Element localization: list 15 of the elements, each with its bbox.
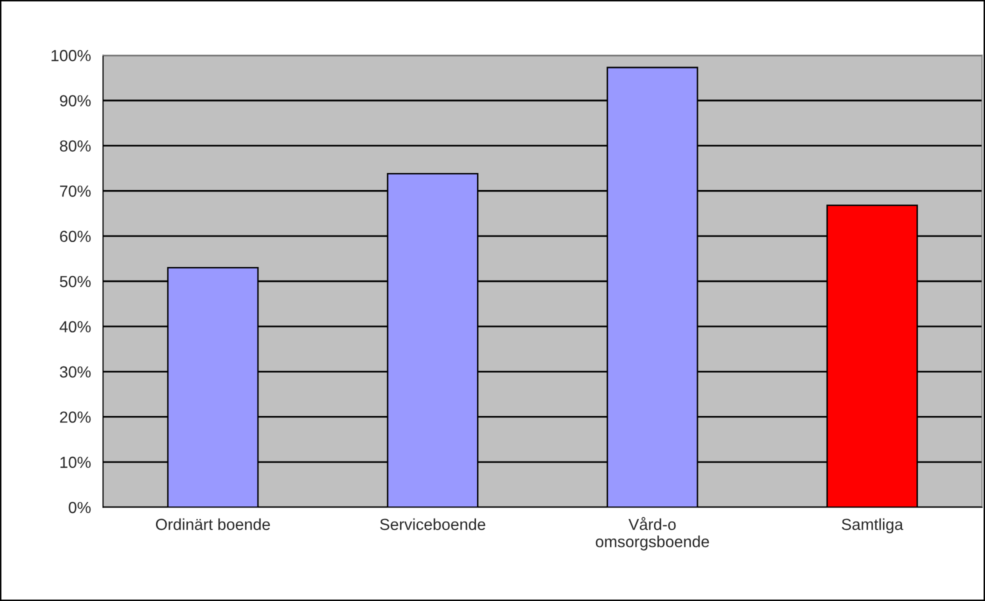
y-tick-label: 90% <box>60 95 91 106</box>
y-tick-label: 60% <box>60 230 91 242</box>
y-tick-label: 80% <box>60 140 91 152</box>
x-tick-label: Vård-o omsorgsboende <box>596 517 709 550</box>
y-tick-label: 30% <box>60 366 91 378</box>
y-tick-label: 0% <box>68 502 91 514</box>
y-tick-label: 10% <box>60 456 91 468</box>
y-tick-label: 50% <box>60 276 91 288</box>
x-tick-label: Serviceboende <box>380 518 486 530</box>
x-tick-label: Ordinärt boende <box>156 518 270 530</box>
y-tick-label: 100% <box>52 50 91 62</box>
y-tick-label: 40% <box>60 321 91 332</box>
x-tick-label: Samtliga <box>842 518 904 534</box>
y-tick-label: 20% <box>60 411 91 423</box>
y-tick-label: 70% <box>60 186 91 197</box>
